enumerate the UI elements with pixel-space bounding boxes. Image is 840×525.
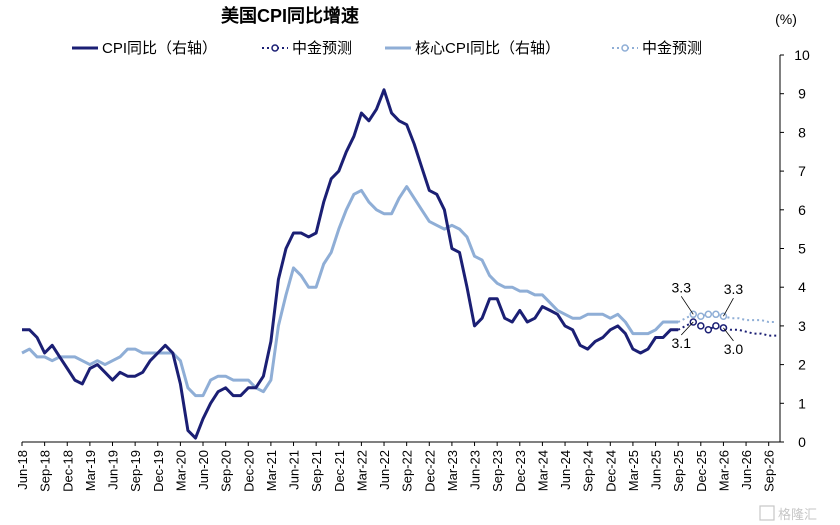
x-tick-label: Dec-22 xyxy=(422,450,437,492)
forecast-value-label: 3.1 xyxy=(672,335,692,351)
x-tick-label: Sep-21 xyxy=(309,450,324,492)
y-tick-label: 8 xyxy=(798,124,806,140)
series-line-2 xyxy=(21,185,679,398)
x-tick-label: Jun-26 xyxy=(739,450,754,490)
x-tick-label: Mar-24 xyxy=(535,450,550,491)
legend-label: 核心CPI同比（右轴） xyxy=(415,40,560,57)
x-tick-label: Jun-18 xyxy=(15,450,30,490)
forecast-marker xyxy=(704,310,713,319)
x-tick-label: Mar-20 xyxy=(173,450,188,491)
legend-item-3: 中金预测 xyxy=(612,40,702,57)
x-tick-label: Jun-21 xyxy=(287,450,302,490)
y-tick-label: 10 xyxy=(794,47,810,63)
x-tick-label: Mar-22 xyxy=(354,450,369,491)
x-tick-label: Sep-23 xyxy=(490,450,505,492)
legend-item-2: 核心CPI同比（右轴） xyxy=(385,40,560,57)
y-tick-label: 0 xyxy=(798,434,806,450)
y-tick-label: 1 xyxy=(798,395,806,411)
legend: CPI同比（右轴） 中金预测 核心CPI同比（右轴） 中金预测 xyxy=(72,40,702,57)
x-tick-label: Mar-26 xyxy=(716,450,731,491)
x-tick-label: Dec-21 xyxy=(332,450,347,492)
forecast-marker xyxy=(704,326,713,334)
watermark: 格隆汇 xyxy=(759,505,817,522)
x-tick-label: Dec-23 xyxy=(513,450,528,492)
annotation-leader xyxy=(723,327,734,342)
y-axis-unit: (%) xyxy=(775,11,797,27)
series-lines xyxy=(21,88,777,440)
y-tick-label: 4 xyxy=(798,279,806,295)
y-tick-label: 9 xyxy=(798,86,806,102)
forecast-marker xyxy=(712,322,720,330)
forecast-annotations: 3.3 3.3 3.1 3.0 xyxy=(672,279,744,357)
x-tick-label: Sep-22 xyxy=(400,450,415,492)
legend-item-0: CPI同比（右轴） xyxy=(72,40,217,57)
x-tick-label: Sep-19 xyxy=(128,450,143,492)
axes: 0 1 2 3 4 5 6 7 8 9 10 Jun-18 Sep-18 Dec-18 Mar-19 Jun-… xyxy=(15,47,810,492)
annotation-leader xyxy=(680,296,694,315)
x-tick-label: Dec-20 xyxy=(241,450,256,492)
x-tick-label: Jun-20 xyxy=(196,450,211,490)
legend-label: 中金预测 xyxy=(642,40,702,57)
x-tick-label: Dec-25 xyxy=(694,450,709,492)
x-tick-label: Sep-25 xyxy=(671,450,686,492)
x-tick-label: Mar-19 xyxy=(83,450,98,491)
x-tick-label: Dec-19 xyxy=(151,450,166,492)
x-tick-label: Jun-23 xyxy=(468,450,483,490)
x-tick-label: Mar-21 xyxy=(264,450,279,491)
watermark-logo-icon xyxy=(759,505,775,521)
x-tick-label: Sep-18 xyxy=(38,450,53,492)
series-line-0 xyxy=(22,88,679,440)
x-tick-label: Jun-24 xyxy=(558,450,573,490)
x-tick-label: Sep-26 xyxy=(762,450,777,492)
forecast-line-3 xyxy=(693,313,777,323)
x-tick-label: Sep-20 xyxy=(219,450,234,492)
y-tick-label: 2 xyxy=(798,357,806,373)
x-tick-label: Sep-24 xyxy=(581,450,596,492)
x-tick-label: Jun-19 xyxy=(106,450,121,490)
forecast-marker xyxy=(712,310,720,319)
legend-label: 中金预测 xyxy=(292,40,352,57)
forecast-value-label: 3.0 xyxy=(724,341,744,357)
forecast-marker xyxy=(697,312,705,320)
forecast-marker xyxy=(697,322,705,330)
chart-title: 美国CPI同比增速 xyxy=(221,5,359,26)
x-tick-label: Jun-25 xyxy=(649,450,664,490)
forecast-value-label: 3.3 xyxy=(724,281,744,297)
annotation-leader xyxy=(680,321,694,336)
legend-item-1: 中金预测 xyxy=(262,40,352,57)
y-tick-label: 5 xyxy=(798,241,806,257)
x-tick-label: Mar-25 xyxy=(626,450,641,491)
x-tick-label: Dec-18 xyxy=(60,450,75,492)
legend-label: CPI同比（右轴） xyxy=(102,40,217,57)
x-tick-label: Jun-22 xyxy=(377,450,392,490)
legend-marker xyxy=(271,44,279,52)
y-tick-label: 3 xyxy=(798,318,806,334)
x-tick-label: Mar-23 xyxy=(445,450,460,491)
annotation-leader xyxy=(723,298,734,317)
forecast-value-label: 3.3 xyxy=(672,279,692,295)
x-tick-label: Dec-24 xyxy=(603,450,618,492)
y-tick-label: 6 xyxy=(798,202,806,218)
y-tick-label: 7 xyxy=(798,163,806,179)
legend-marker xyxy=(621,44,629,52)
watermark-text: 格隆汇 xyxy=(778,507,817,522)
